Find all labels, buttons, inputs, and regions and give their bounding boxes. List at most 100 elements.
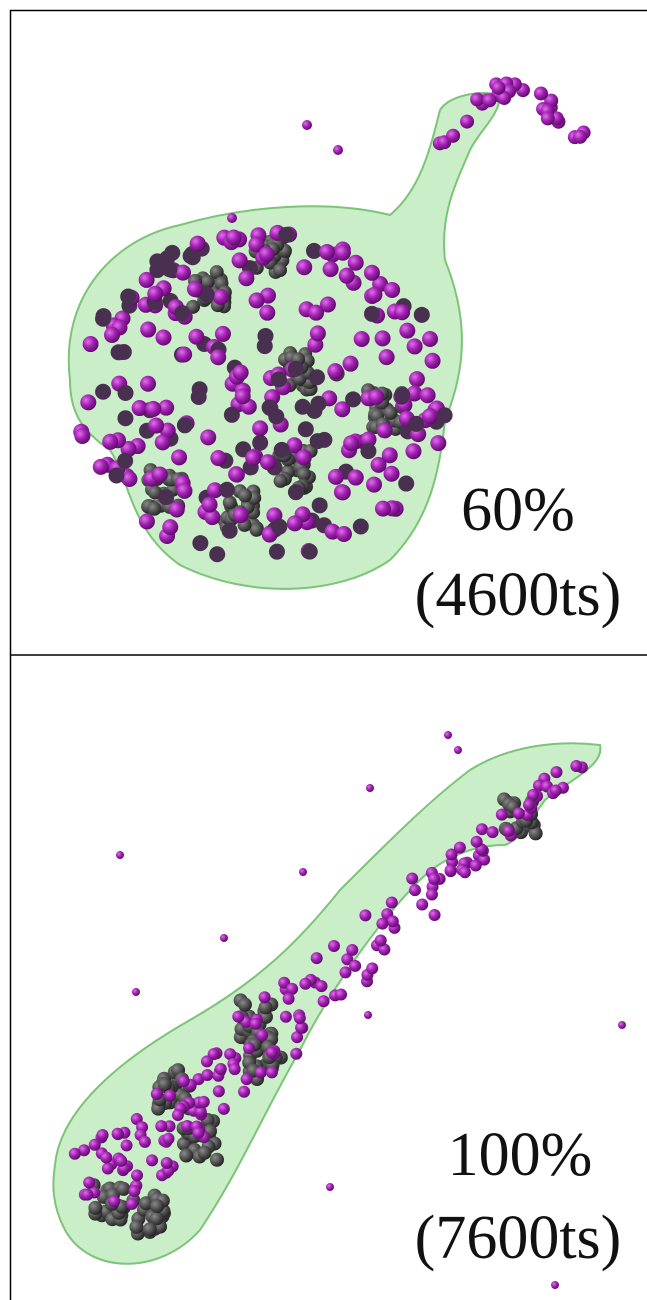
particle (470, 92, 484, 106)
particle (271, 519, 287, 535)
cluster-bead (143, 1222, 157, 1236)
particle (259, 305, 275, 321)
particle (198, 1096, 210, 1108)
particle (394, 304, 410, 320)
particle (188, 329, 204, 345)
particle (360, 443, 376, 459)
particle (97, 1129, 109, 1141)
particle (140, 376, 156, 392)
particle (336, 526, 352, 542)
particle (102, 434, 118, 450)
particle (229, 467, 245, 483)
particle (120, 289, 136, 305)
particle (152, 466, 168, 482)
particle (80, 394, 96, 410)
particle (187, 281, 203, 297)
particle (260, 454, 276, 470)
particle (288, 361, 304, 377)
particle (266, 1047, 278, 1059)
particle (280, 1011, 292, 1023)
particle (299, 868, 307, 876)
particle (213, 289, 229, 305)
particle (311, 952, 323, 964)
particle (422, 408, 438, 424)
particle (487, 826, 499, 838)
particle (290, 1048, 302, 1060)
particle (315, 980, 327, 992)
particle (470, 860, 482, 872)
particle (308, 305, 324, 321)
particle (310, 396, 326, 412)
particle (210, 349, 226, 365)
particle (310, 325, 326, 341)
particle (131, 1169, 143, 1181)
particle (162, 519, 178, 535)
particle (318, 995, 330, 1007)
particle (215, 1063, 227, 1075)
particle (257, 338, 273, 354)
particle (155, 1120, 167, 1132)
particle (377, 422, 393, 438)
particle (387, 915, 399, 927)
particle (364, 265, 380, 281)
particle (302, 120, 312, 130)
particle (177, 483, 193, 499)
particle (126, 1198, 138, 1210)
particle (83, 1177, 95, 1189)
particle (386, 897, 398, 909)
particle (570, 760, 582, 772)
particle (118, 385, 134, 401)
particle (229, 1063, 241, 1075)
particle (328, 469, 344, 485)
particle (117, 453, 133, 469)
panel-percent: 100% (448, 1121, 593, 1189)
particle (115, 1155, 127, 1167)
cluster-bead (297, 467, 311, 481)
particle (175, 265, 191, 281)
figure: 60% (4600ts) 100% (7600ts) (0, 0, 647, 1300)
particle (177, 417, 193, 433)
particle (348, 470, 364, 486)
particle (156, 329, 172, 345)
particle (238, 1086, 250, 1098)
particle (426, 888, 438, 900)
particle (116, 344, 132, 360)
particle (95, 311, 111, 327)
cluster-bead (223, 495, 237, 509)
particle (618, 1021, 626, 1029)
particle (454, 746, 462, 754)
particle (364, 1011, 372, 1019)
cluster-bead (274, 474, 288, 488)
particle (460, 115, 474, 129)
particle (476, 823, 488, 835)
particle (169, 501, 185, 517)
particle (316, 432, 332, 448)
particle (269, 544, 285, 560)
particle (375, 934, 387, 946)
particle (93, 459, 109, 475)
particle (288, 484, 304, 500)
panel-timestep: (4600ts) (415, 561, 622, 629)
particle (375, 330, 391, 346)
particle (192, 1127, 204, 1139)
particle (95, 384, 111, 400)
particle (394, 387, 410, 403)
particle (210, 450, 226, 466)
particle (252, 435, 268, 451)
particle (74, 428, 90, 444)
particle (218, 1103, 230, 1115)
particle (238, 270, 254, 286)
particle (209, 546, 225, 562)
particle (274, 442, 290, 458)
particle (366, 477, 382, 493)
particle (353, 518, 369, 534)
particle (249, 292, 265, 308)
particle (366, 784, 374, 792)
panel-timestep: (7600ts) (415, 1204, 622, 1272)
particle (354, 331, 370, 347)
particle (364, 306, 380, 322)
particle (121, 1139, 133, 1151)
particle (323, 261, 339, 277)
particle (128, 1185, 140, 1197)
particles (69, 76, 626, 1289)
